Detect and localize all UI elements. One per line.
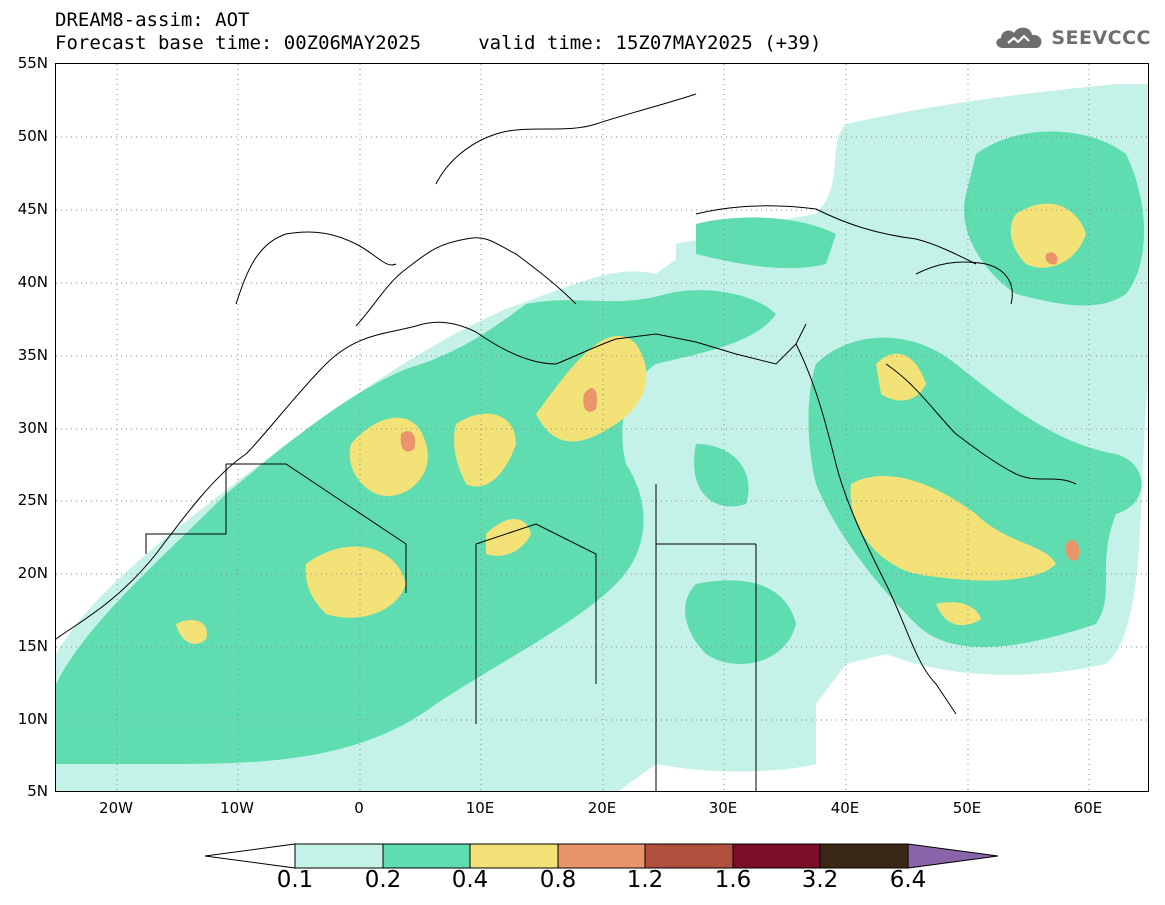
colorbar-label: 6.4 — [889, 867, 927, 893]
colorbar — [205, 843, 999, 869]
colorbar-segment — [469, 843, 559, 869]
lon-label: 10W — [220, 799, 254, 817]
lat-label: 15N — [17, 637, 48, 655]
lon-label: 50E — [952, 799, 982, 817]
colorbar-segment — [732, 843, 821, 869]
lat-label: 10N — [17, 710, 48, 728]
map-area — [55, 63, 1149, 792]
lat-label: 30N — [17, 419, 48, 437]
map-canvas — [56, 64, 1148, 791]
lon-label: 20W — [99, 799, 133, 817]
aot-layer-0-8 — [400, 252, 1080, 561]
lat-label: 50N — [17, 127, 48, 145]
colorbar-label: 3.2 — [801, 867, 839, 893]
seevccc-logo: SEEVCCC — [991, 22, 1151, 54]
cloud-icon — [996, 27, 1042, 48]
lon-label: 60E — [1073, 799, 1103, 817]
lat-label: 40N — [17, 273, 48, 291]
logo-text: SEEVCCC — [1051, 27, 1151, 49]
colorbar-segment — [819, 843, 909, 869]
colorbar-min-arrow — [205, 843, 296, 869]
colorbar-segment — [294, 843, 384, 869]
coastlines — [56, 93, 1077, 791]
lat-label: 45N — [17, 200, 48, 218]
colorbar-label: 0.2 — [364, 867, 402, 893]
chart-title: DREAM8-assim: AOT — [55, 9, 250, 31]
lat-label: 35N — [17, 346, 48, 364]
lat-label: 25N — [17, 491, 48, 509]
colorbar-max-arrow — [907, 843, 999, 869]
colorbar-label: 0.4 — [451, 867, 489, 893]
lon-label: 10E — [465, 799, 495, 817]
lat-label: 55N — [17, 54, 48, 72]
colorbar-label: 1.6 — [714, 867, 752, 893]
colorbar-segment — [382, 843, 471, 869]
lon-label: 40E — [830, 799, 860, 817]
colorbar-segment — [557, 843, 646, 869]
lon-label: 0 — [354, 799, 364, 817]
lon-label: 20E — [587, 799, 617, 817]
lat-label: 20N — [17, 564, 48, 582]
colorbar-label: 0.1 — [276, 867, 314, 893]
colorbar-label: 1.2 — [626, 867, 664, 893]
aot-layer-0-4 — [176, 203, 1086, 644]
colorbar-segment — [644, 843, 734, 869]
lon-label: 30E — [708, 799, 738, 817]
lat-label: 5N — [27, 782, 48, 800]
forecast-time-line: Forecast base time: 00Z06MAY2025 valid t… — [55, 32, 822, 54]
colorbar-label: 0.8 — [539, 867, 577, 893]
